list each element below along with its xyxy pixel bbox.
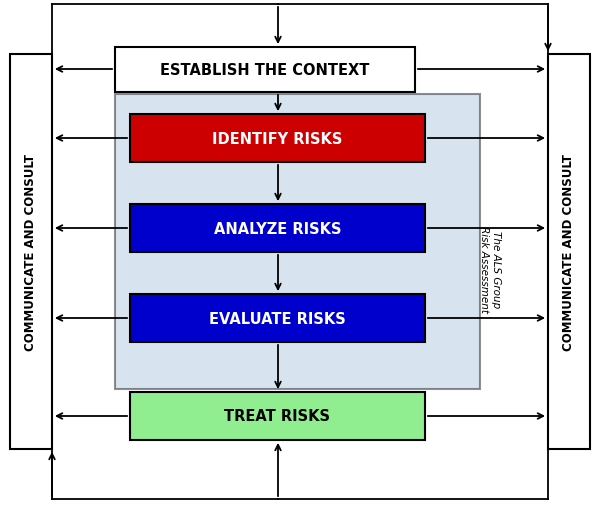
Text: TREAT RISKS: TREAT RISKS [224, 409, 331, 424]
Bar [130, 205, 425, 252]
Text: ANALYZE RISKS: ANALYZE RISKS [214, 221, 341, 236]
Text: EVALUATE RISKS: EVALUATE RISKS [209, 311, 346, 326]
Text: IDENTIFY RISKS: IDENTIFY RISKS [212, 131, 343, 146]
Bar [115, 48, 415, 93]
Text: COMMUNICATE AND CONSULT: COMMUNICATE AND CONSULT [25, 154, 38, 350]
Bar [130, 392, 425, 440]
Bar [548, 55, 590, 449]
Bar [130, 294, 425, 342]
Bar [10, 55, 52, 449]
Text: The ALS Group
Risk Assessment: The ALS Group Risk Assessment [479, 226, 501, 313]
Bar [130, 115, 425, 163]
Bar [115, 95, 480, 389]
Text: COMMUNICATE AND CONSULT: COMMUNICATE AND CONSULT [563, 154, 575, 350]
Text: ESTABLISH THE CONTEXT: ESTABLISH THE CONTEXT [160, 63, 370, 78]
